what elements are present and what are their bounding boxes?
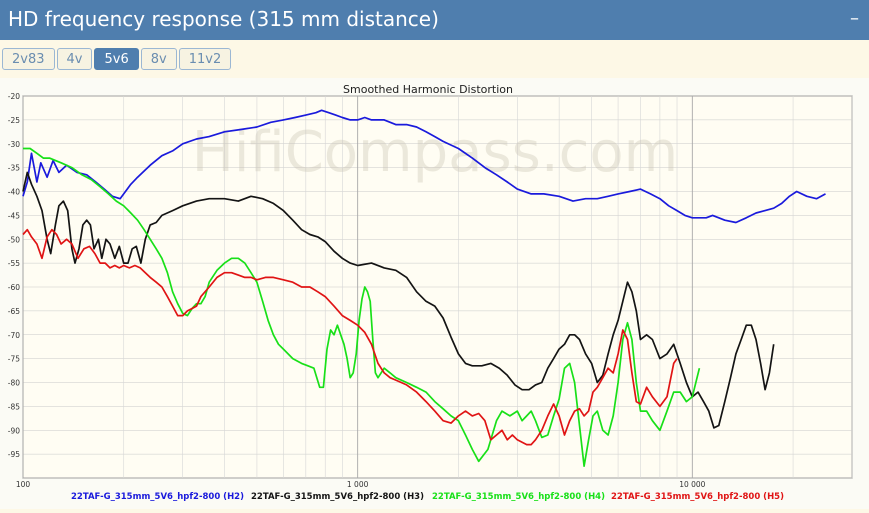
y-tick-label: -30 [8,140,20,149]
x-tick-label: 100 [16,480,31,489]
legend-entry-h3: 22TAF-G_315mm_5V6_hpf2-800 (H3) [251,492,424,502]
series-line-h3 [22,171,775,429]
y-tick-label: -70 [8,331,20,340]
y-tick-label: -90 [8,426,20,435]
voltage-tabs: 2v83 4v 5v6 8v 11v2 [2,48,233,72]
chart-title: Smoothed Harmonic Distortion [343,83,513,96]
panel-title: HD frequency response (315 mm distance) [8,7,439,31]
series-line-h2 [22,109,826,224]
y-tick-label: -95 [8,450,20,459]
y-tick-label: -65 [8,307,20,316]
y-tick-label: -60 [8,283,20,292]
tab-11v2[interactable]: 11v2 [178,48,232,70]
y-tick-label: -50 [8,235,20,244]
y-tick-label: -80 [8,379,20,388]
legend-entry-h5: 22TAF-G_315mm_5V6_hpf2-800 (H5) [611,492,784,502]
x-tick-label: 10 000 [679,480,705,489]
watermark: HifiCompass.com [192,120,678,185]
y-tick-label: -20 [8,92,20,101]
x-tick-label: 1 000 [347,480,369,489]
minimize-icon[interactable]: – [850,8,859,29]
y-tick-label: -25 [8,116,20,125]
y-tick-label: -85 [8,402,20,411]
panel-header: HD frequency response (315 mm distance) … [0,0,869,40]
y-tick-label: -75 [8,355,20,364]
series-line-h4 [23,147,701,467]
harmonic-distortion-chart: HifiCompass.com -20 -25 -30 -35 -40 -45 -50 -55… [8,83,853,502]
legend-entry-h4: 22TAF-G_315mm_5V6_hpf2-800 (H4) [432,492,605,502]
tab-4v[interactable]: 4v [56,48,93,70]
y-tick-label: -40 [8,188,20,197]
y-tick-label: -55 [8,259,20,268]
legend-entry-h2: 22TAF-G_315mm_5V6_hpf2-800 (H2) [71,492,244,502]
series-line-h5 [22,228,678,446]
y-tick-label: -45 [8,211,20,220]
tab-2v83[interactable]: 2v83 [2,48,55,70]
tab-5v6[interactable]: 5v6 [94,48,139,70]
chart-area: HifiCompass.com -20 -25 -30 -35 -40 -45 -50 -55… [0,78,869,509]
y-tick-label: -35 [8,164,20,173]
tab-8v[interactable]: 8v [140,48,177,70]
